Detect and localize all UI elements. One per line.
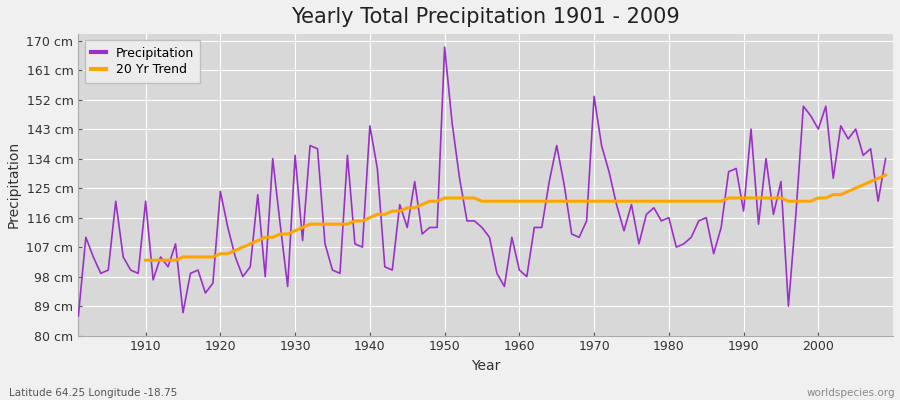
Text: worldspecies.org: worldspecies.org (807, 388, 896, 398)
Precipitation (73, 314, 84, 318)
Precipitation (133, 271, 144, 276)
20 Yr Trend (283, 232, 293, 236)
20 Yr Trend (140, 258, 151, 263)
Precipitation (880, 156, 891, 161)
Precipitation (439, 45, 450, 50)
20 Yr Trend (842, 189, 853, 194)
Y-axis label: Precipitation: Precipitation (7, 141, 21, 228)
Line: Precipitation: Precipitation (78, 47, 886, 316)
Precipitation (611, 202, 622, 207)
Text: Latitude 64.25 Longitude -18.75: Latitude 64.25 Longitude -18.75 (9, 388, 177, 398)
Precipitation (514, 268, 525, 272)
Precipitation (521, 274, 532, 279)
20 Yr Trend (880, 173, 891, 178)
Precipitation (297, 238, 308, 243)
X-axis label: Year: Year (471, 359, 500, 373)
Title: Yearly Total Precipitation 1901 - 2009: Yearly Total Precipitation 1901 - 2009 (292, 7, 680, 27)
20 Yr Trend (581, 199, 592, 204)
Legend: Precipitation, 20 Yr Trend: Precipitation, 20 Yr Trend (85, 40, 201, 82)
Line: 20 Yr Trend: 20 Yr Trend (146, 175, 886, 260)
20 Yr Trend (821, 196, 832, 200)
20 Yr Trend (312, 222, 323, 226)
20 Yr Trend (521, 199, 532, 204)
Precipitation (342, 153, 353, 158)
